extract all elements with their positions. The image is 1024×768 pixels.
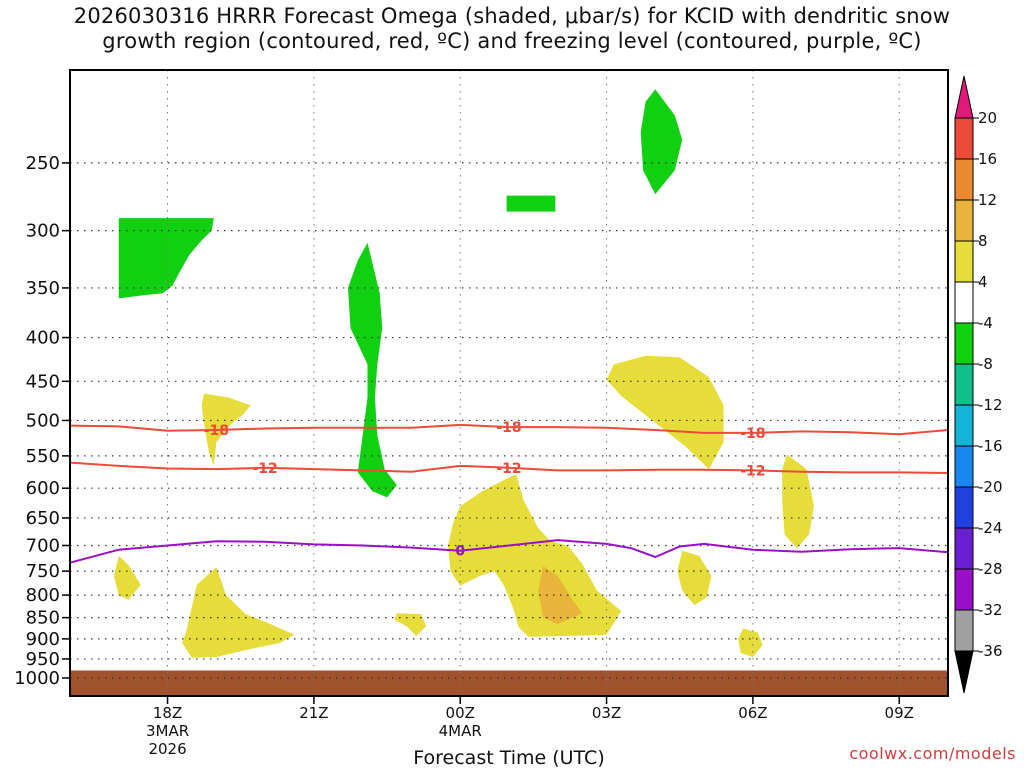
y-tick-label-1000: 1000 (14, 668, 60, 689)
colorbar-bin-9 (954, 281, 974, 324)
y-tick-label-850: 850 (26, 608, 60, 629)
contour-line-2 (70, 461, 948, 474)
omega-shading (113, 89, 814, 658)
y-tick-label-550: 550 (26, 446, 60, 467)
y-tick-label-800: 800 (26, 585, 60, 606)
x-tick-label-14-0: 06Z (738, 704, 767, 722)
contour-label-1-3: -18 (740, 426, 765, 442)
omega-region-8 (394, 613, 427, 636)
chart-title-line-1: 2026030316 HRRR Forecast Omega (shaded, … (73, 4, 951, 28)
contour-label-1-1: -18 (204, 423, 229, 439)
y-axis-ticks: 2503003504004505005506006507007508008509… (14, 153, 70, 689)
colorbar-bin-10 (954, 240, 974, 283)
contour-label-2-1: -12 (252, 461, 277, 477)
colorbar-label-7: -8 (978, 355, 993, 373)
colorbar-bin-5 (954, 445, 974, 488)
y-tick-label-350: 350 (26, 278, 60, 299)
omega-region-2 (348, 242, 397, 498)
y-tick-label-250: 250 (26, 153, 60, 174)
chart-title-line-2: growth region (contoured, red, ºC) and f… (102, 29, 922, 53)
colorbar-over-triangle (954, 75, 974, 119)
x-tick-label-2-1: 3MAR (146, 722, 189, 740)
x-tick-label-5-0: 21Z (299, 704, 328, 722)
colorbar-bin-11 (954, 199, 974, 242)
colorbar-bin-8 (954, 322, 974, 365)
colorbar-bin-2 (954, 568, 974, 611)
contour-line-3 (70, 539, 948, 564)
colorbar-label-12: -28 (978, 560, 1003, 578)
colorbar-label-11: -24 (978, 519, 1003, 537)
x-tick-label-2-0: 18Z (153, 704, 182, 722)
y-tick-label-600: 600 (26, 478, 60, 499)
plot-frame (69, 69, 949, 697)
colorbar-bin-3 (954, 527, 974, 570)
y-tick-label-450: 450 (26, 371, 60, 392)
omega-region-3 (506, 195, 556, 212)
colorbar-label-1: 20 (978, 109, 997, 127)
colorbar-label-8: -12 (978, 396, 1003, 414)
omega-region-4 (640, 89, 683, 195)
colorbar-bin-6 (954, 404, 974, 447)
colorbar-label-13: -32 (978, 601, 1003, 619)
colorbar-bin-1 (954, 609, 974, 652)
colorbar-label-5: 4 (978, 273, 988, 291)
colorbar-label-9: -16 (978, 437, 1003, 455)
colorbar: 20 16 12 8 4 -4 -8 -12 -16 -20 -24 -28 -32 -36 (954, 75, 1003, 694)
y-tick-label-950: 950 (26, 649, 60, 670)
colorbar-label-10: -20 (978, 478, 1003, 496)
y-tick-label-500: 500 (26, 410, 60, 431)
omega-region-13 (782, 454, 814, 549)
contour-label-2-2: -12 (496, 461, 521, 477)
colorbar-label-2: 16 (978, 150, 997, 168)
colorbar-label-6: -4 (978, 314, 993, 332)
omega-region-7 (182, 567, 295, 658)
y-tick-label-700: 700 (26, 535, 60, 556)
contour-label-2-3: -12 (740, 463, 765, 479)
colorbar-under-triangle (954, 650, 974, 694)
x-tick-label-8-0: 00Z (446, 704, 475, 722)
omega-region-12 (677, 550, 712, 606)
contour-label-3-1: 0 (455, 544, 465, 560)
colorbar-bin-7 (954, 363, 974, 406)
x-tick-label-2-2: 2026 (148, 740, 186, 758)
contour-label-1-2: -18 (496, 420, 521, 436)
y-tick-label-750: 750 (26, 561, 60, 582)
omega-region-1 (118, 218, 214, 299)
contour-line-1 (70, 423, 948, 436)
y-tick-label-650: 650 (26, 508, 60, 529)
x-tick-label-8-1: 4MAR (439, 722, 482, 740)
colorbar-label-14: -36 (978, 642, 1003, 660)
colorbar-bin-13 (954, 117, 974, 160)
omega-region-6 (113, 555, 141, 600)
y-tick-label-900: 900 (26, 629, 60, 650)
colorbar-bin-12 (954, 158, 974, 201)
y-tick-label-300: 300 (26, 221, 60, 242)
x-axis-label: Forecast Time (UTC) (413, 747, 604, 768)
omega-region-14 (738, 628, 763, 657)
chart-title: 2026030316 HRRR Forecast Omega (shaded, … (0, 4, 1024, 54)
surface-band (70, 670, 948, 696)
contours: -18 -18 -18 -12 -12 -12 0 (70, 420, 948, 564)
y-tick-label-400: 400 (26, 328, 60, 349)
colorbar-label-4: 8 (978, 232, 988, 250)
omega-region-11 (606, 355, 724, 470)
colorbar-label-3: 12 (978, 191, 997, 209)
credit-text: coolwx.com/models (849, 744, 1016, 763)
omega-region-9 (448, 474, 622, 637)
surface-terrain-band (70, 670, 948, 696)
x-tick-label-17-0: 09Z (885, 704, 914, 722)
colorbar-bin-4 (954, 486, 974, 529)
x-tick-label-11-0: 03Z (592, 704, 621, 722)
